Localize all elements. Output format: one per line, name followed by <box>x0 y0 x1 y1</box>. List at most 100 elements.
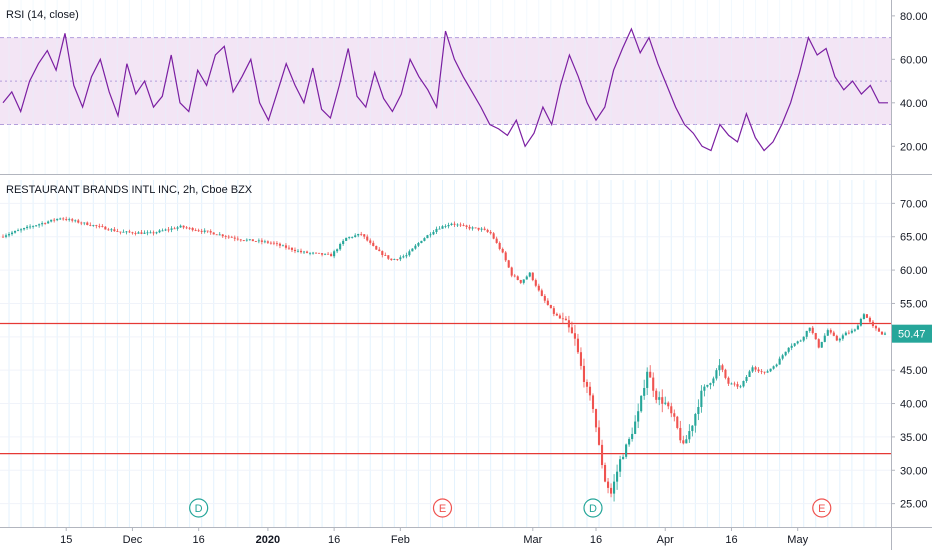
candle-body[interactable] <box>384 255 387 256</box>
candle-body[interactable] <box>691 425 694 432</box>
candle-body[interactable] <box>342 240 345 244</box>
candle-body[interactable] <box>354 235 357 238</box>
candle-body[interactable] <box>507 260 510 268</box>
candle-body[interactable] <box>459 224 462 226</box>
candle-body[interactable] <box>486 229 489 232</box>
candle-body[interactable] <box>176 227 179 229</box>
candle-body[interactable] <box>483 228 486 230</box>
candle-body[interactable] <box>441 226 444 229</box>
candle-body[interactable] <box>778 358 781 365</box>
candle-body[interactable] <box>393 259 396 260</box>
dividend-marker[interactable] <box>189 498 209 518</box>
candle-body[interactable] <box>405 255 408 257</box>
candle-body[interactable] <box>468 226 471 229</box>
candle-body[interactable] <box>504 252 507 261</box>
candle-body[interactable] <box>585 381 589 387</box>
candle-body[interactable] <box>435 228 438 232</box>
candle-body[interactable] <box>555 313 558 316</box>
candle-body[interactable] <box>841 335 844 339</box>
candle-body[interactable] <box>77 220 80 223</box>
candle-body[interactable] <box>871 321 875 327</box>
candle-body[interactable] <box>619 459 622 472</box>
candle-body[interactable] <box>570 327 573 334</box>
candle-body[interactable] <box>838 338 841 341</box>
candle-body[interactable] <box>348 237 351 238</box>
candle-body[interactable] <box>104 226 107 230</box>
candle-body[interactable] <box>739 386 742 388</box>
candle-body[interactable] <box>537 285 540 291</box>
candle-body[interactable] <box>628 439 631 445</box>
candle-body[interactable] <box>251 239 254 242</box>
candle-body[interactable] <box>53 219 56 221</box>
earnings-marker[interactable] <box>812 498 832 518</box>
candle-body[interactable] <box>146 232 149 234</box>
candle-body[interactable] <box>158 230 161 233</box>
candle-body[interactable] <box>613 481 616 494</box>
candle-body[interactable] <box>299 250 303 253</box>
candle-body[interactable] <box>790 345 793 348</box>
candle-body[interactable] <box>345 237 348 241</box>
candle-body[interactable] <box>137 232 140 234</box>
candle-body[interactable] <box>13 231 17 233</box>
candle-body[interactable] <box>847 332 850 334</box>
candle-body[interactable] <box>161 230 164 232</box>
candle-body[interactable] <box>411 248 414 252</box>
candle-body[interactable] <box>868 317 871 322</box>
candle-body[interactable] <box>706 384 709 387</box>
candle-body[interactable] <box>83 222 86 224</box>
candle-body[interactable] <box>721 365 724 370</box>
candle-body[interactable] <box>330 254 333 257</box>
candle-body[interactable] <box>516 276 519 280</box>
candle-body[interactable] <box>594 409 598 428</box>
candle-body[interactable] <box>56 218 59 221</box>
candle-body[interactable] <box>477 227 480 230</box>
candle-body[interactable] <box>290 247 294 250</box>
candle-body[interactable] <box>664 402 667 404</box>
candle-body[interactable] <box>41 223 44 225</box>
rsi-series-line[interactable] <box>2 27 888 152</box>
candle-body[interactable] <box>59 218 62 220</box>
candle-body[interactable] <box>182 225 185 228</box>
candle-body[interactable] <box>65 219 68 220</box>
candle-body[interactable] <box>700 390 703 408</box>
candle-body[interactable] <box>375 245 378 250</box>
candle-body[interactable] <box>543 295 546 301</box>
candle-body[interactable] <box>7 234 11 236</box>
candle-body[interactable] <box>155 232 158 234</box>
candle-body[interactable] <box>814 333 817 340</box>
candle-body[interactable] <box>640 395 643 412</box>
candle-body[interactable] <box>242 240 245 242</box>
candle-body[interactable] <box>567 320 570 328</box>
candle-body[interactable] <box>89 224 92 226</box>
candle-body[interactable] <box>781 355 784 359</box>
candle-body[interactable] <box>625 444 628 457</box>
candle-body[interactable] <box>832 332 835 336</box>
candle-body[interactable] <box>718 365 721 371</box>
candle-body[interactable] <box>29 226 32 228</box>
candle-body[interactable] <box>245 239 248 241</box>
candle-body[interactable] <box>453 223 456 225</box>
candle-body[interactable] <box>191 227 194 231</box>
candle-body[interactable] <box>86 222 89 225</box>
candle-body[interactable] <box>661 397 664 404</box>
candle-body[interactable] <box>152 232 155 234</box>
candle-body[interactable] <box>321 253 324 255</box>
candle-body[interactable] <box>357 233 360 236</box>
candle-body[interactable] <box>853 329 856 331</box>
candle-body[interactable] <box>549 304 552 309</box>
candle-body[interactable] <box>769 368 772 372</box>
candle-body[interactable] <box>293 249 297 252</box>
candle-body[interactable] <box>188 227 191 229</box>
candle-body[interactable] <box>709 383 712 385</box>
candle-body[interactable] <box>751 367 754 372</box>
candle-body[interactable] <box>107 229 110 231</box>
candle-body[interactable] <box>742 380 745 387</box>
candle-body[interactable] <box>606 481 610 488</box>
candle-body[interactable] <box>360 233 363 235</box>
candle-body[interactable] <box>62 218 65 220</box>
candle-body[interactable] <box>558 315 561 319</box>
candle-body[interactable] <box>703 386 706 391</box>
candle-body[interactable] <box>576 338 580 353</box>
candle-body[interactable] <box>799 340 802 342</box>
candle-body[interactable] <box>760 371 763 373</box>
